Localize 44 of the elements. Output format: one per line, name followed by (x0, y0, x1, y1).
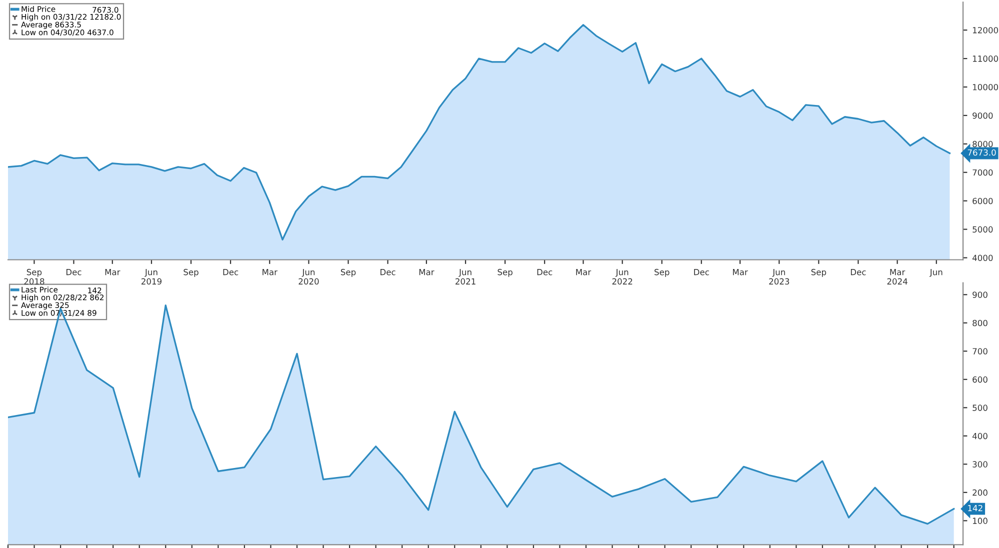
x-tick-label: Sep (498, 268, 512, 277)
x-tick-label: Dec (223, 269, 238, 276)
x-tick-label: Mar (105, 269, 120, 276)
y-tick-label: 200 (972, 489, 988, 496)
y-tick-label: 8000 (972, 140, 993, 148)
x-tick-label: Dec (850, 269, 866, 276)
y-tick-label: 500 (972, 404, 988, 411)
x-tick-label: Sep (184, 268, 198, 277)
x-tick-label: Mar 2024 (887, 269, 908, 285)
y-tick-label: 400 (972, 432, 988, 440)
x-tick-label: Dec (66, 269, 82, 276)
text: 142 (968, 504, 982, 512)
x-tick-label: Mar (419, 269, 434, 276)
x-tick-label: Dec (694, 269, 709, 276)
x-tick-label: Sep (340, 268, 356, 277)
y-tick-label: 4000 (972, 254, 993, 262)
y-tick-label: 5000 (972, 226, 993, 233)
text: 7673.0 (968, 149, 996, 156)
x-tick-label: Sep (811, 268, 826, 277)
y-tick-label: 10000 (972, 84, 998, 90)
x-tick-label: Jun 2019 (141, 269, 162, 285)
x-tick-label: Jun 2022 (612, 269, 632, 285)
x-tick-label: Dec (380, 269, 396, 276)
y-tick-label: 700 (972, 348, 988, 354)
x-tick-label: Mar (576, 269, 592, 276)
x-tick-label: Jun (929, 269, 942, 277)
y-tick-label: 6000 (972, 198, 993, 204)
y-tick-label: 12000 (972, 27, 998, 34)
x-tick-label: Mar (262, 269, 278, 276)
y-tick-label: 300 (972, 461, 988, 468)
x-tick-label: Sep 2018 (24, 268, 44, 285)
y-tick-label: 100 (972, 518, 988, 524)
x-tick-label: Mar (733, 269, 748, 276)
x-tick-label: Jun 2020 (298, 269, 319, 285)
y-tick-label: 7000 (972, 169, 993, 176)
x-tick-label: Jun 2021 (456, 269, 476, 285)
x-tick-label: Dec (537, 269, 552, 276)
y-tick-label: 800 (972, 320, 988, 326)
y-tick-label: 900 (972, 292, 988, 298)
x-tick-label: Jun 2023 (769, 269, 790, 285)
x-tick-label: Sep (654, 268, 670, 277)
y-tick-label: 11000 (972, 56, 998, 62)
y-tick-label: 9000 (972, 112, 993, 119)
y-tick-label: 600 (972, 376, 988, 383)
